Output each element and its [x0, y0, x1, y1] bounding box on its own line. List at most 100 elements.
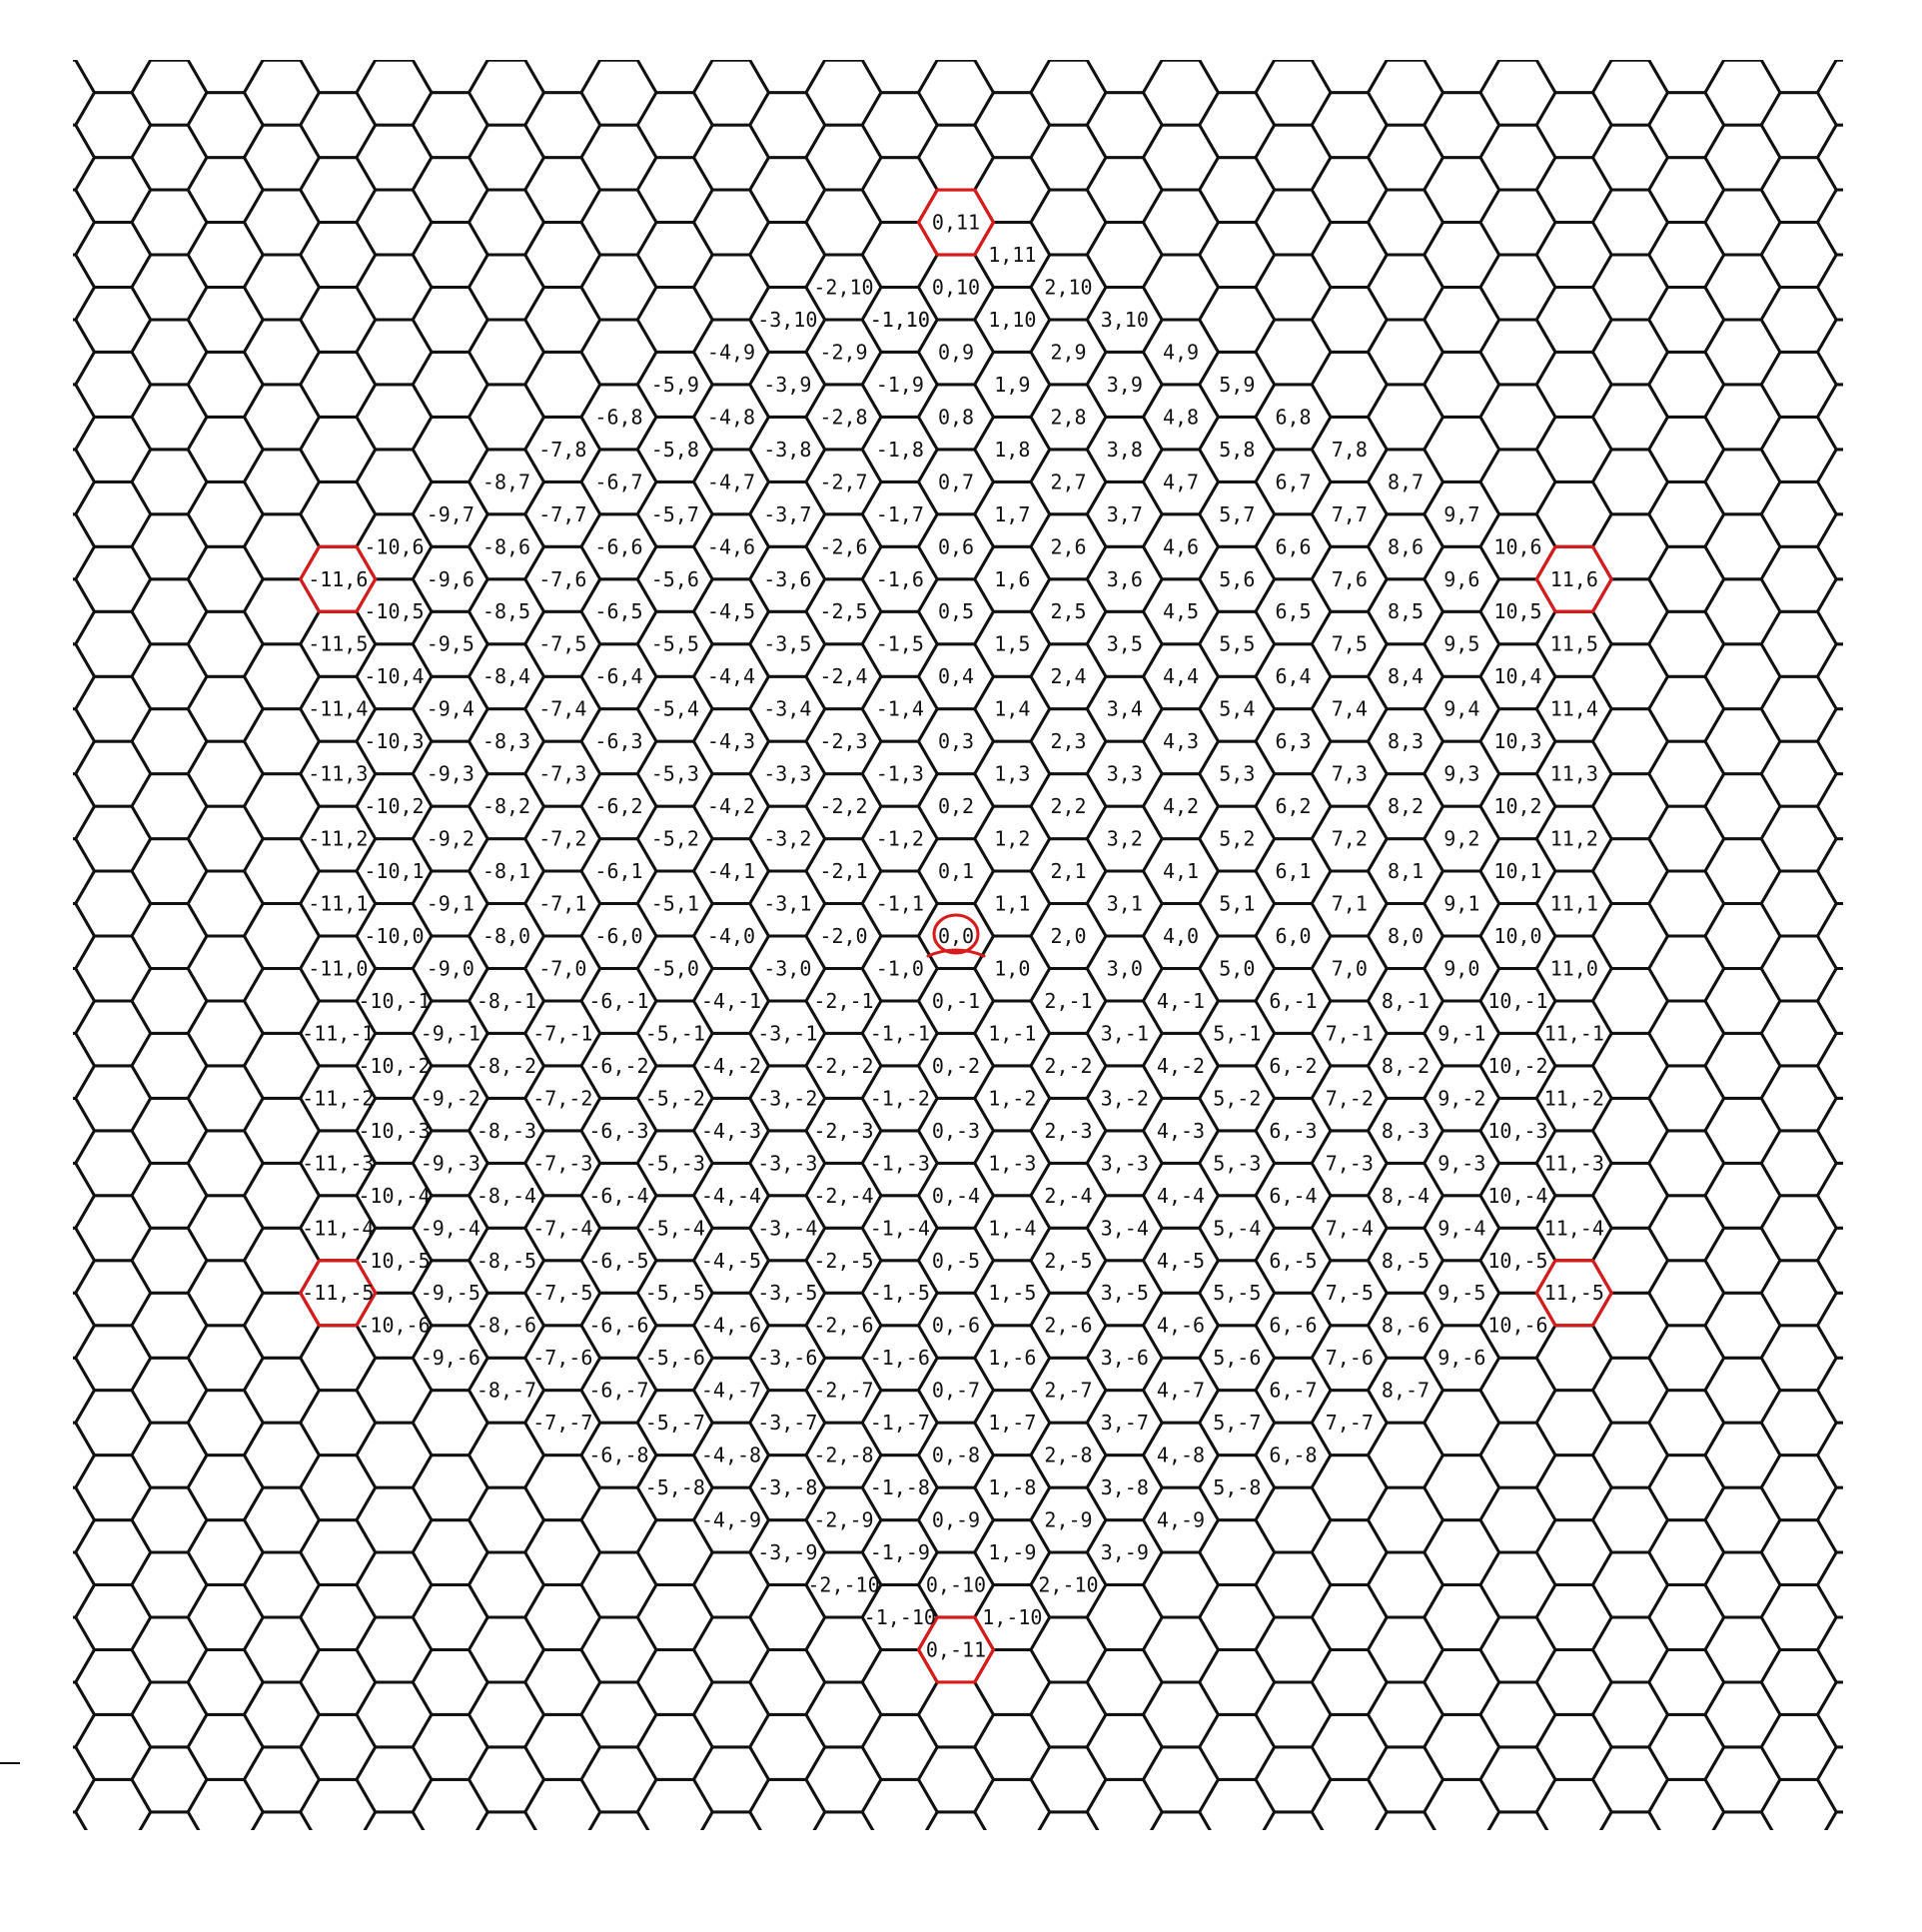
hex-coordinate-label: -6,-4	[588, 1184, 648, 1208]
hex-coordinate-label: 10,-4	[1487, 1184, 1547, 1208]
hex-coordinate-label: 5,8	[1219, 438, 1255, 462]
hex-cell	[1816, 1485, 1843, 1554]
hex-cell	[1816, 318, 1843, 387]
hex-coordinate-label: -10,-6	[358, 1314, 430, 1338]
hex-coordinate-label: -6,7	[594, 470, 642, 493]
hex-coordinate-label: -10,4	[364, 664, 424, 688]
hex-coordinate-label: -3,-3	[757, 1151, 817, 1175]
hex-cell	[1816, 837, 1843, 906]
hex-coordinate-label: -7,-5	[532, 1281, 592, 1305]
hex-coordinate-label: 3,9	[1107, 373, 1143, 397]
hex-coordinate-label: 7,7	[1332, 502, 1368, 526]
hex-coordinate-label: 1,10	[988, 308, 1036, 332]
hex-coordinate-label: -10,3	[364, 729, 424, 753]
hex-coordinate-label: -5,2	[651, 827, 699, 851]
hex-coordinate-label: -11,-4	[302, 1216, 374, 1240]
hex-coordinate-label: 7,-5	[1326, 1281, 1374, 1305]
hex-coordinate-label: 5,-6	[1213, 1346, 1261, 1370]
hex-coordinate-label: 7,0	[1332, 957, 1368, 981]
hex-coordinate-label: -2,-4	[813, 1184, 873, 1208]
hex-coordinate-label: 2,4	[1050, 664, 1086, 688]
hex-coordinate-label: -4,-6	[701, 1314, 761, 1338]
hex-coordinate-label: 5,-7	[1213, 1411, 1261, 1435]
hex-coordinate-label: 9,-4	[1438, 1216, 1485, 1240]
hex-coordinate-label: 9,2	[1443, 827, 1479, 851]
hex-coordinate-label: 1,5	[994, 632, 1030, 656]
hex-coordinate-label: -4,-1	[701, 989, 761, 1013]
hex-coordinate-label: 6,-2	[1269, 1054, 1317, 1078]
hex-coordinate-label: 2,-9	[1044, 1508, 1092, 1532]
hex-coordinate-label: -4,-2	[701, 1054, 761, 1078]
hex-coordinate-label: -4,7	[707, 470, 755, 493]
hex-cell	[1816, 1356, 1843, 1425]
highlighted-hex	[916, 1615, 996, 1684]
hex-coordinate-label: -3,4	[763, 697, 811, 721]
highlighted-hex	[299, 1259, 378, 1328]
hex-coordinate-label: -3,-1	[757, 1021, 817, 1045]
hex-coordinate-label: -9,-5	[421, 1281, 480, 1305]
hex-cell	[1816, 642, 1843, 711]
hex-coordinate-label: 0,-9	[932, 1508, 980, 1532]
hex-coordinate-label: -2,9	[819, 340, 867, 364]
hex-coordinate-label: -9,-2	[421, 1086, 480, 1110]
hex-coordinate-label: -8,5	[482, 599, 530, 623]
hex-coordinate-label: -1,2	[876, 827, 924, 851]
hex-coordinate-label: 7,-4	[1326, 1216, 1374, 1240]
hex-coordinate-label: -7,3	[538, 762, 586, 786]
hex-coordinate-label: -5,-6	[645, 1346, 705, 1370]
hex-coordinate-label: -3,-6	[757, 1346, 817, 1370]
hex-coordinate-label: 6,4	[1275, 664, 1311, 688]
hex-coordinate-label: 5,-4	[1213, 1216, 1261, 1240]
hex-coordinate-label: -1,-9	[870, 1540, 930, 1564]
hex-coordinate-label: -1,4	[876, 697, 924, 721]
hex-coordinate-label: 4,-9	[1157, 1508, 1205, 1532]
hex-coordinate-label: 2,9	[1050, 340, 1086, 364]
hex-coordinate-label: 4,-2	[1157, 1054, 1205, 1078]
hex-coordinate-label: -11,2	[308, 827, 368, 851]
hex-coordinate-label: 0,-2	[932, 1054, 980, 1078]
hex-cell	[1816, 253, 1843, 322]
hex-coordinate-label: 2,8	[1050, 405, 1086, 429]
hex-coordinate-label: -3,1	[763, 892, 811, 916]
hex-coordinate-label: -6,-8	[588, 1444, 648, 1467]
hex-coordinate-label: -2,4	[819, 664, 867, 688]
hex-coordinate-label: -7,2	[538, 827, 586, 851]
hex-coordinate-label: -9,-6	[421, 1346, 480, 1370]
hex-coordinate-label: 5,1	[1219, 892, 1255, 916]
hex-coordinate-label: -5,-3	[645, 1151, 705, 1175]
hex-coordinate-label: 10,0	[1493, 924, 1541, 948]
hex-coordinate-label: 2,-8	[1044, 1444, 1092, 1467]
hex-coordinate-label: 8,6	[1388, 534, 1424, 558]
hex-coordinate-label: -2,-1	[813, 989, 873, 1013]
hex-coordinate-label: -5,-2	[645, 1086, 705, 1110]
hex-coordinate-label: 9,6	[1443, 567, 1479, 591]
hex-coordinate-label: 8,-7	[1382, 1379, 1430, 1403]
hex-coordinate-label: -3,7	[763, 502, 811, 526]
hex-coordinate-label: -9,7	[427, 502, 475, 526]
hex-coordinate-label: -1,-2	[870, 1086, 930, 1110]
hex-coordinate-label: 5,-1	[1213, 1021, 1261, 1045]
hex-cell	[1816, 123, 1843, 192]
hex-coordinate-label: 10,1	[1493, 859, 1541, 883]
hex-coordinate-label: 11,-4	[1544, 1216, 1604, 1240]
hex-coordinate-label: -7,6	[538, 567, 586, 591]
hex-coordinate-label: -2,6	[819, 534, 867, 558]
hex-cell	[1816, 1615, 1843, 1684]
hex-coordinate-label: -11,6	[308, 567, 368, 591]
hex-coordinate-label: -2,-2	[813, 1054, 873, 1078]
hex-coordinate-label: 4,0	[1163, 924, 1199, 948]
hex-coordinate-label: 4,6	[1163, 534, 1199, 558]
hex-coordinate-label: 1,4	[994, 697, 1030, 721]
hex-coordinate-label: -4,-7	[701, 1379, 761, 1403]
hex-coordinate-label: -10,-3	[358, 1119, 430, 1143]
hex-coordinate-label: 3,1	[1107, 892, 1143, 916]
hex-coordinate-label: -6,-1	[588, 989, 648, 1013]
hex-coordinate-label: -6,3	[594, 729, 642, 753]
hex-coordinate-label: -9,4	[427, 697, 475, 721]
hex-coordinate-label: -8,2	[482, 794, 530, 818]
hex-coordinate-label: 8,4	[1388, 664, 1424, 688]
hex-cell	[1816, 902, 1843, 970]
hex-coordinate-label: -8,-2	[477, 1054, 536, 1078]
hex-coordinate-label: -6,6	[594, 534, 642, 558]
hex-coordinate-label: -10,-4	[358, 1184, 430, 1208]
